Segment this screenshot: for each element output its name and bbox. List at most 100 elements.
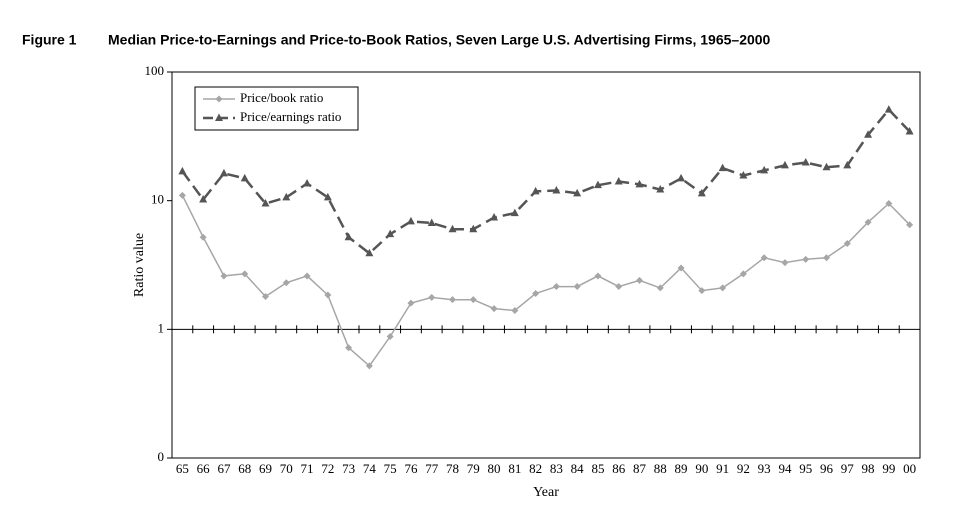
data-point xyxy=(344,232,353,241)
data-point xyxy=(386,332,394,340)
data-point xyxy=(449,296,456,304)
data-point xyxy=(593,180,602,189)
x-tick-label: 95 xyxy=(799,461,812,476)
x-tick-label: 71 xyxy=(301,461,314,476)
y-tick-label: 100 xyxy=(145,63,165,78)
legend-label: Price/book ratio xyxy=(240,90,323,105)
x-tick-label: 78 xyxy=(446,461,459,476)
data-point xyxy=(635,179,644,188)
x-tick-label: 85 xyxy=(591,461,604,476)
data-point xyxy=(386,229,395,238)
data-point xyxy=(490,212,499,221)
x-tick-label: 87 xyxy=(633,461,647,476)
data-point xyxy=(407,299,415,307)
data-point xyxy=(905,126,914,135)
data-point xyxy=(406,216,415,225)
x-tick-label: 90 xyxy=(695,461,708,476)
data-point xyxy=(760,254,768,262)
data-point xyxy=(801,157,810,166)
data-point xyxy=(614,176,623,185)
data-point xyxy=(282,279,290,287)
x-tick-label: 89 xyxy=(675,461,688,476)
data-point xyxy=(262,292,269,300)
data-point xyxy=(199,195,208,203)
x-tick-label: 84 xyxy=(571,461,585,476)
x-tick-label: 80 xyxy=(488,461,501,476)
data-point xyxy=(552,283,560,291)
data-point xyxy=(843,160,852,169)
y-axis-label: Ratio value xyxy=(132,233,147,297)
x-tick-label: 91 xyxy=(716,461,729,476)
data-point xyxy=(448,224,457,233)
data-point xyxy=(864,130,873,138)
data-point xyxy=(677,173,686,182)
data-point xyxy=(531,186,540,195)
data-point xyxy=(781,259,789,267)
data-point xyxy=(510,208,519,217)
data-point xyxy=(573,188,582,197)
x-tick-label: 74 xyxy=(363,461,377,476)
series-line xyxy=(181,194,911,368)
data-point xyxy=(636,276,643,284)
y-tick-label: 10 xyxy=(151,192,164,207)
data-point xyxy=(241,270,249,278)
x-axis-label: Year xyxy=(533,485,559,500)
legend-box xyxy=(194,86,359,131)
data-point xyxy=(780,160,789,169)
data-point xyxy=(718,163,727,172)
y-tick-label: 1 xyxy=(158,320,165,335)
data-point xyxy=(906,221,914,229)
plot-frame xyxy=(171,71,921,459)
data-point xyxy=(677,264,685,272)
x-tick-label: 73 xyxy=(342,461,355,476)
x-tick-label: 68 xyxy=(238,461,251,476)
data-point xyxy=(864,218,872,226)
x-tick-label: 66 xyxy=(197,461,211,476)
data-point xyxy=(656,284,664,292)
legend-label: Price/earnings ratio xyxy=(240,109,341,124)
x-tick-label: 72 xyxy=(321,461,334,476)
data-point xyxy=(698,287,706,295)
x-tick-label: 97 xyxy=(841,461,855,476)
data-point xyxy=(573,283,581,291)
x-tick-label: 69 xyxy=(259,461,272,476)
chart-title: Median Price-to-Earnings and Price-to-Bo… xyxy=(108,32,771,48)
data-point xyxy=(884,105,893,113)
data-point xyxy=(219,168,228,177)
data-point xyxy=(282,192,291,201)
data-point xyxy=(220,272,228,280)
data-point xyxy=(511,307,519,315)
data-point xyxy=(719,284,727,292)
figure-label: Figure 1 xyxy=(22,32,77,48)
series-line xyxy=(181,107,911,255)
x-tick-label: 94 xyxy=(778,461,792,476)
data-point xyxy=(365,362,373,370)
data-point xyxy=(261,199,270,207)
x-tick-label: 79 xyxy=(467,461,480,476)
data-point xyxy=(365,248,374,257)
x-tick-label: 75 xyxy=(384,461,397,476)
data-point xyxy=(323,192,332,201)
x-tick-label: 76 xyxy=(404,461,418,476)
x-tick-label: 82 xyxy=(529,461,542,476)
data-point xyxy=(823,254,830,262)
data-point xyxy=(345,344,353,352)
y-tick-label: 0 xyxy=(158,449,165,464)
x-tick-label: 77 xyxy=(425,461,439,476)
x-tick-label: 86 xyxy=(612,461,626,476)
data-point xyxy=(760,165,769,174)
data-point xyxy=(303,272,311,280)
data-point xyxy=(427,218,436,227)
x-tick-label: 93 xyxy=(758,461,771,476)
data-point xyxy=(199,233,207,241)
data-point xyxy=(532,289,540,297)
data-point xyxy=(802,255,810,263)
x-tick-label: 81 xyxy=(508,461,521,476)
data-point xyxy=(552,185,561,194)
x-tick-label: 70 xyxy=(280,461,293,476)
data-point xyxy=(697,188,706,197)
x-tick-label: 83 xyxy=(550,461,563,476)
data-point xyxy=(656,185,665,193)
data-point xyxy=(469,224,478,233)
x-tick-label: 88 xyxy=(654,461,667,476)
